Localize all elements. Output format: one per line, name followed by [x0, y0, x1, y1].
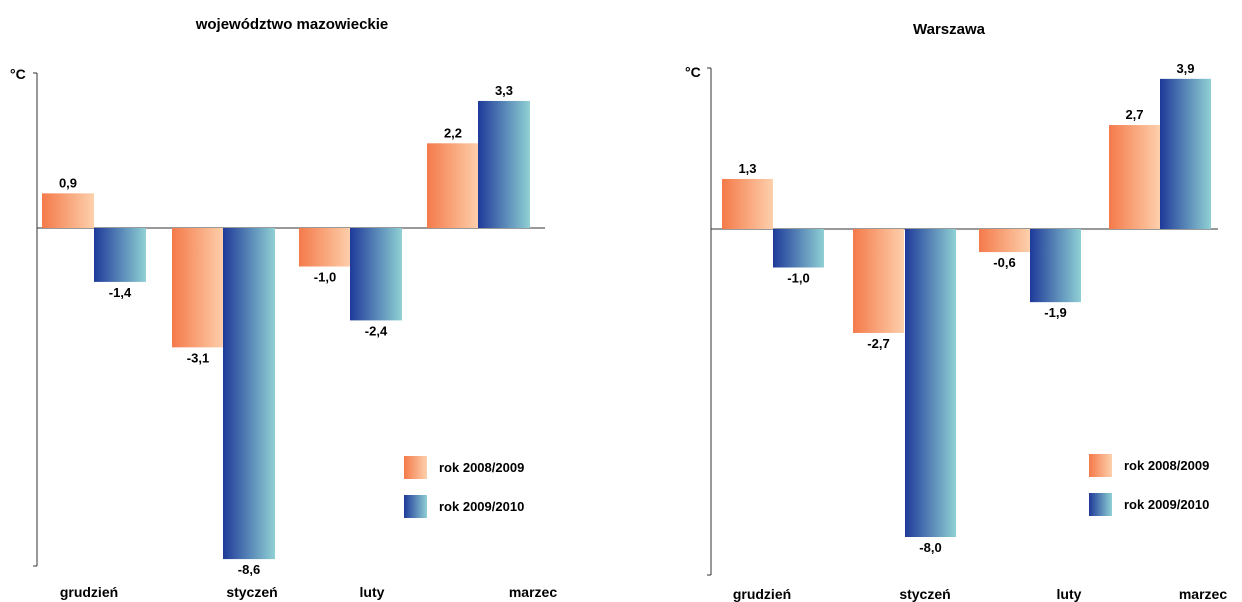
- legend-swatch-2008-2009: [404, 456, 427, 479]
- legend-label-2008-2009: rok 2008/2009: [439, 460, 524, 475]
- category-label-marzec: marzec: [1179, 586, 1227, 602]
- data-label-grudzien-series-1: 1,3: [738, 161, 756, 176]
- data-label-grudzien-series-2: -1,0: [787, 271, 809, 286]
- legend-swatch-2009-2010: [404, 495, 427, 518]
- data-label-styczen-series-1: -2,7: [867, 336, 889, 351]
- data-label-luty-series-1: -1,0: [314, 270, 336, 285]
- category-label-styczen: styczeń: [226, 584, 277, 600]
- category-label-styczen: styczeń: [899, 586, 950, 602]
- data-label-luty-series-1: -0,6: [993, 255, 1015, 270]
- bar-grudzien-series-2: [94, 228, 146, 282]
- bar-grudzien-series-1: [722, 178, 773, 229]
- category-label-marzec: marzec: [509, 584, 557, 600]
- bar-grudzien-series-2: [773, 229, 824, 268]
- legend-label-2009-2010: rok 2009/2010: [439, 499, 524, 514]
- legend-label-2009-2010: rok 2009/2010: [1124, 497, 1209, 512]
- data-label-styczen-series-1: -3,1: [187, 350, 209, 365]
- chart-title: województwo mazowieckie: [195, 16, 389, 33]
- data-label-marzec-series-2: 3,9: [1176, 61, 1194, 76]
- data-label-marzec-series-1: 2,7: [1125, 107, 1143, 122]
- bar-marks: 0,9 -3,1 -1,0 2,2 -1,4 -8,6 -2,4 3,3: [42, 83, 530, 577]
- bar-styczen-series-1: [172, 228, 224, 348]
- data-label-grudzien-series-1: 0,9: [59, 175, 77, 190]
- legend: rok 2008/2009 rok 2009/2010: [1089, 454, 1209, 516]
- category-label-grudzien: grudzień: [733, 586, 791, 602]
- bar-marzec-series-1: [1109, 125, 1160, 229]
- data-label-marzec-series-1: 2,2: [444, 125, 462, 140]
- bar-marzec-series-2: [1160, 78, 1211, 229]
- legend-swatch-2008-2009: [1089, 454, 1112, 477]
- data-label-luty-series-2: -2,4: [365, 323, 388, 338]
- bar-luty-series-2: [350, 228, 402, 321]
- bar-luty-series-1: [979, 229, 1030, 253]
- bar-marzec-series-2: [478, 100, 530, 228]
- legend-swatch-2009-2010: [1089, 493, 1112, 516]
- data-label-marzec-series-2: 3,3: [495, 83, 513, 98]
- chart-panel-warszawa: Warszawa °C 1,3 -2,7 -0,6 2,7 -1,0 -8,0 -1,9 3,…: [685, 21, 1227, 602]
- bar-grudzien-series-1: [42, 193, 94, 228]
- category-label-grudzien: grudzień: [60, 584, 118, 600]
- chart-title: Warszawa: [913, 21, 986, 38]
- legend: rok 2008/2009 rok 2009/2010: [404, 456, 524, 518]
- bar-marks: 1,3 -2,7 -0,6 2,7 -1,0 -8,0 -1,9 3,9: [722, 61, 1211, 555]
- bar-styczen-series-2: [223, 228, 275, 560]
- data-label-styczen-series-2: -8,0: [919, 540, 941, 555]
- bar-luty-series-1: [299, 228, 351, 267]
- bar-marzec-series-1: [427, 143, 479, 228]
- bar-luty-series-2: [1030, 229, 1081, 303]
- y-axis-unit-label: °C: [10, 66, 26, 82]
- category-label-luty: luty: [360, 584, 385, 600]
- bar-styczen-series-2: [905, 229, 956, 537]
- bar-styczen-series-1: [853, 229, 904, 333]
- chart-panel-mazowieckie: województwo mazowieckie °C 0,9 -3,1 -1,0 2,…: [10, 16, 557, 600]
- data-label-luty-series-2: -1,9: [1044, 305, 1066, 320]
- data-label-styczen-series-2: -8,6: [238, 562, 260, 577]
- y-axis-unit-label: °C: [685, 64, 701, 80]
- data-label-grudzien-series-2: -1,4: [109, 285, 132, 300]
- category-label-luty: luty: [1057, 586, 1082, 602]
- legend-label-2008-2009: rok 2008/2009: [1124, 458, 1209, 473]
